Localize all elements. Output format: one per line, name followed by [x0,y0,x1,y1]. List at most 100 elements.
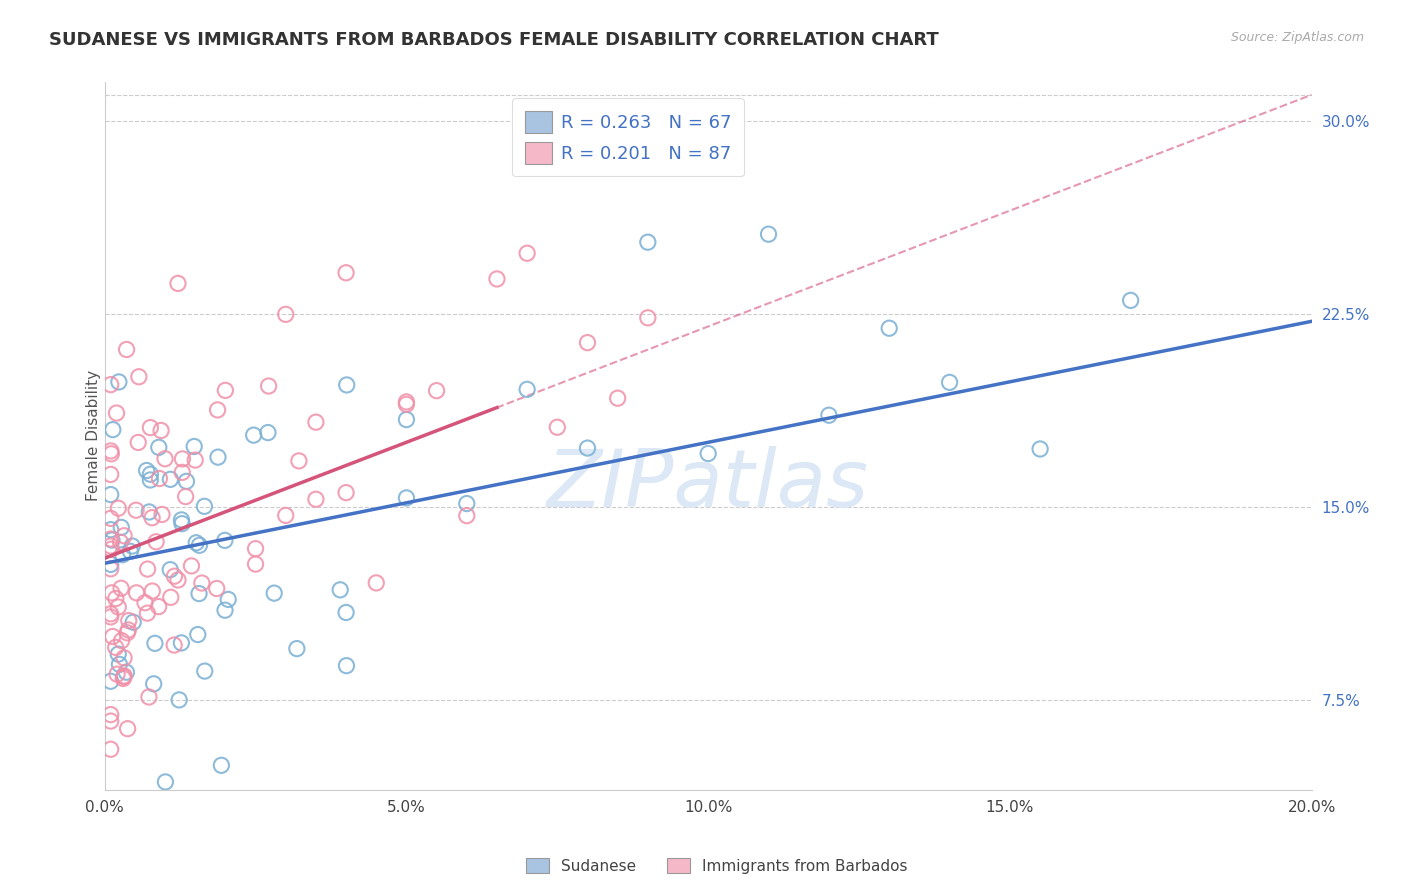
Point [128,369,150,384]
Point [100,523,122,537]
Point [100,487,122,501]
Point [818,408,841,422]
Point [108,657,131,672]
Point [110,520,132,534]
Point [214,603,236,617]
Point [148,440,170,454]
Point [263,586,285,600]
Point [110,535,132,549]
Point [188,538,211,552]
Point [121,539,143,553]
Point [159,563,181,577]
Point [100,542,122,557]
Legend: Sudanese, Immigrants from Barbados: Sudanese, Immigrants from Barbados [520,852,914,880]
Point [456,497,478,511]
Point [877,321,900,335]
Point [104,640,127,655]
Point [274,307,297,321]
Point [112,670,135,684]
Point [120,544,142,558]
Point [100,377,122,392]
Point [174,490,197,504]
Point [194,664,217,678]
Y-axis label: Female Disability: Female Disability [86,370,101,501]
Point [335,485,357,500]
Point [637,235,659,250]
Point [104,591,127,606]
Point [139,420,162,434]
Point [245,541,267,556]
Point [100,444,122,458]
Point [117,722,139,736]
Point [100,558,122,572]
Point [107,600,129,615]
Point [112,669,135,683]
Point [100,467,122,482]
Point [170,513,193,527]
Point [335,658,357,673]
Point [395,491,418,505]
Point [395,395,418,409]
Point [111,548,134,562]
Point [148,471,170,485]
Point [107,647,129,661]
Point [112,672,135,686]
Point [136,606,159,620]
Point [107,501,129,516]
Point [101,630,124,644]
Point [112,651,135,665]
Point [138,690,160,704]
Point [395,397,418,411]
Point [115,343,138,357]
Point [209,758,232,772]
Point [163,638,186,652]
Point [125,586,148,600]
Point [697,446,720,460]
Point [285,641,308,656]
Point [426,384,449,398]
Point [100,562,122,576]
Point [329,582,352,597]
Point [187,627,209,641]
Point [1119,293,1142,308]
Point [138,505,160,519]
Point [117,625,139,640]
Point [127,435,149,450]
Point [139,473,162,487]
Point [170,636,193,650]
Point [153,451,176,466]
Point [637,310,659,325]
Point [176,475,198,489]
Point [101,423,124,437]
Point [100,607,122,621]
Point [100,586,122,600]
Point [142,677,165,691]
Point [143,636,166,650]
Point [172,466,194,480]
Point [167,277,190,291]
Point [125,503,148,517]
Text: ZIPatlas: ZIPatlas [547,446,869,524]
Point [100,714,122,728]
Point [456,508,478,523]
Point [214,384,236,398]
Point [485,272,508,286]
Point [100,610,122,624]
Point [135,463,157,477]
Point [150,424,173,438]
Point [155,775,177,789]
Point [184,453,207,467]
Point [117,623,139,637]
Point [118,614,141,628]
Point [170,516,193,531]
Point [1029,442,1052,456]
Point [100,511,122,525]
Point [336,378,359,392]
Point [257,425,280,440]
Point [101,533,124,547]
Point [180,558,202,573]
Point [167,573,190,587]
Point [100,447,122,461]
Point [105,406,128,420]
Point [758,227,780,242]
